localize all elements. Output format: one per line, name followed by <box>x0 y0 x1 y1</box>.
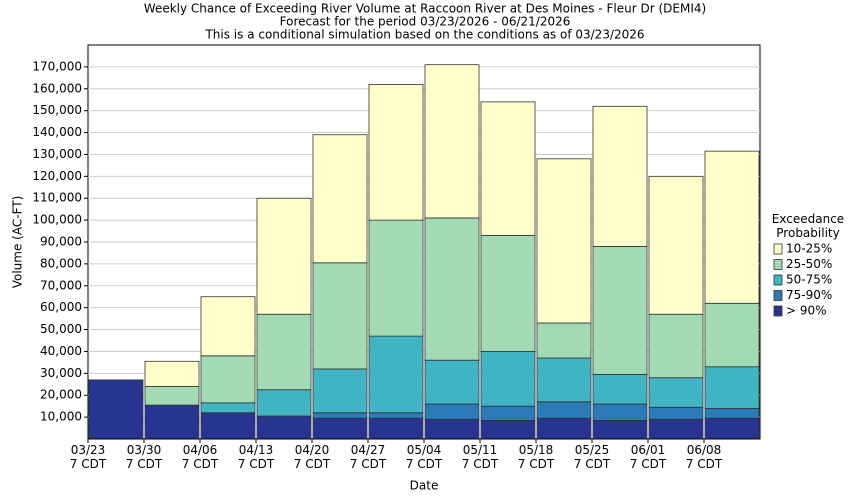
y-tick-label: 110,000 <box>32 191 82 205</box>
bar-segment <box>480 101 536 236</box>
bar-segment <box>704 366 760 409</box>
bar-segment <box>480 351 536 407</box>
bar-segment <box>648 175 704 315</box>
bar-segment <box>256 389 312 417</box>
bar-segment <box>312 368 368 414</box>
bar-segment <box>648 406 704 420</box>
x-tick-label: 05/11 7 CDT <box>461 443 499 471</box>
bar-segment <box>480 419 536 440</box>
x-tick-label: 05/04 7 CDT <box>405 443 443 471</box>
x-tick-label: 05/25 7 CDT <box>573 443 611 471</box>
legend-swatch <box>773 305 783 317</box>
bar-segment <box>424 359 480 405</box>
x-tick-label: 03/30 7 CDT <box>125 443 163 471</box>
bar-segment <box>424 217 480 361</box>
y-tick-label: 50,000 <box>40 322 82 336</box>
bar-segment <box>368 335 424 414</box>
bar-segment <box>592 374 648 405</box>
bar-segment <box>256 415 312 440</box>
bar-segment <box>704 150 760 304</box>
bar-segment <box>480 405 536 421</box>
y-tick-label: 10,000 <box>40 410 82 424</box>
bar-segment <box>368 412 424 419</box>
x-tick-label: 06/08 7 CDT <box>685 443 723 471</box>
bar-segment <box>368 84 424 221</box>
bar-segment <box>144 404 200 440</box>
x-tick-label: 04/27 7 CDT <box>349 443 387 471</box>
y-tick-label: 20,000 <box>40 388 82 402</box>
chart-title: Weekly Chance of Exceeding River Volume … <box>144 2 706 16</box>
y-tick-label: 30,000 <box>40 366 82 380</box>
legend-title: Exceedance Probability <box>771 212 845 240</box>
y-tick-label: 130,000 <box>32 147 82 161</box>
bar-segment <box>312 134 368 264</box>
chart-subtitle: Forecast for the period 03/23/2026 - 06/… <box>280 15 571 29</box>
y-tick-label: 70,000 <box>40 278 82 292</box>
chart-subtitle: This is a conditional simulation based o… <box>204 28 644 42</box>
x-tick-label: 03/23 7 CDT <box>69 443 107 471</box>
y-tick-label: 100,000 <box>32 213 82 227</box>
bar-segment <box>480 235 536 352</box>
x-tick-label: 05/18 7 CDT <box>517 443 555 471</box>
legend-swatch <box>773 243 783 255</box>
y-axis-label: Volume (AC-FT) <box>11 196 25 289</box>
bar-segment <box>200 355 256 404</box>
bar-segment <box>704 302 760 368</box>
x-axis-label: Date <box>410 479 439 493</box>
y-tick-label: 140,000 <box>32 125 82 139</box>
y-tick-label: 80,000 <box>40 256 82 270</box>
bar-segment <box>312 262 368 370</box>
bar-segment <box>88 379 144 440</box>
bar-segment <box>144 386 200 406</box>
bar-segment <box>368 417 424 440</box>
bar-segment <box>592 403 648 421</box>
legend-swatch <box>773 274 783 286</box>
bar-segment <box>536 322 592 359</box>
bar-segment <box>648 418 704 440</box>
bar-segment <box>536 417 592 440</box>
x-tick-label: 04/06 7 CDT <box>181 443 219 471</box>
y-tick-label: 150,000 <box>32 103 82 117</box>
y-tick-label: 60,000 <box>40 300 82 314</box>
bar-segment <box>592 419 648 440</box>
x-tick-label: 04/13 7 CDT <box>237 443 275 471</box>
legend-label: 50-75% <box>786 273 832 287</box>
bar-segment <box>256 313 312 391</box>
bar-segment <box>200 296 256 357</box>
bar-segment <box>200 402 256 414</box>
bar-segment <box>368 219 424 337</box>
legend-label: 10-25% <box>786 242 832 256</box>
bar-segment <box>592 105 648 247</box>
bar-segment <box>536 357 592 403</box>
y-tick-label: 160,000 <box>32 81 82 95</box>
y-tick-label: 90,000 <box>40 235 82 249</box>
bar-segment <box>144 360 200 387</box>
bar-segment <box>648 313 704 379</box>
bar-segment <box>256 197 312 315</box>
legend-swatch <box>773 259 783 270</box>
bar-segment <box>704 417 760 440</box>
bar-segment <box>312 412 368 419</box>
bar-segment <box>424 403 480 420</box>
legend-label: > 90% <box>786 304 827 318</box>
bar-segment <box>424 418 480 440</box>
bar-segment <box>648 377 704 408</box>
bar-segment <box>200 412 256 440</box>
x-tick-label: 06/01 7 CDT <box>629 443 667 471</box>
legend-label: 25-50% <box>786 257 832 271</box>
legend-label: 75-90% <box>786 288 832 302</box>
bar-segment <box>424 64 480 219</box>
legend-swatch <box>773 290 783 301</box>
y-tick-label: 120,000 <box>32 169 82 183</box>
y-tick-label: 170,000 <box>32 59 82 73</box>
bar-segment <box>312 417 368 440</box>
x-tick-label: 04/20 7 CDT <box>293 443 331 471</box>
y-tick-label: 40,000 <box>40 344 82 358</box>
bar-segment <box>704 407 760 419</box>
bar-segment <box>592 245 648 375</box>
bar-segment <box>536 158 592 324</box>
bar-segment <box>536 401 592 419</box>
